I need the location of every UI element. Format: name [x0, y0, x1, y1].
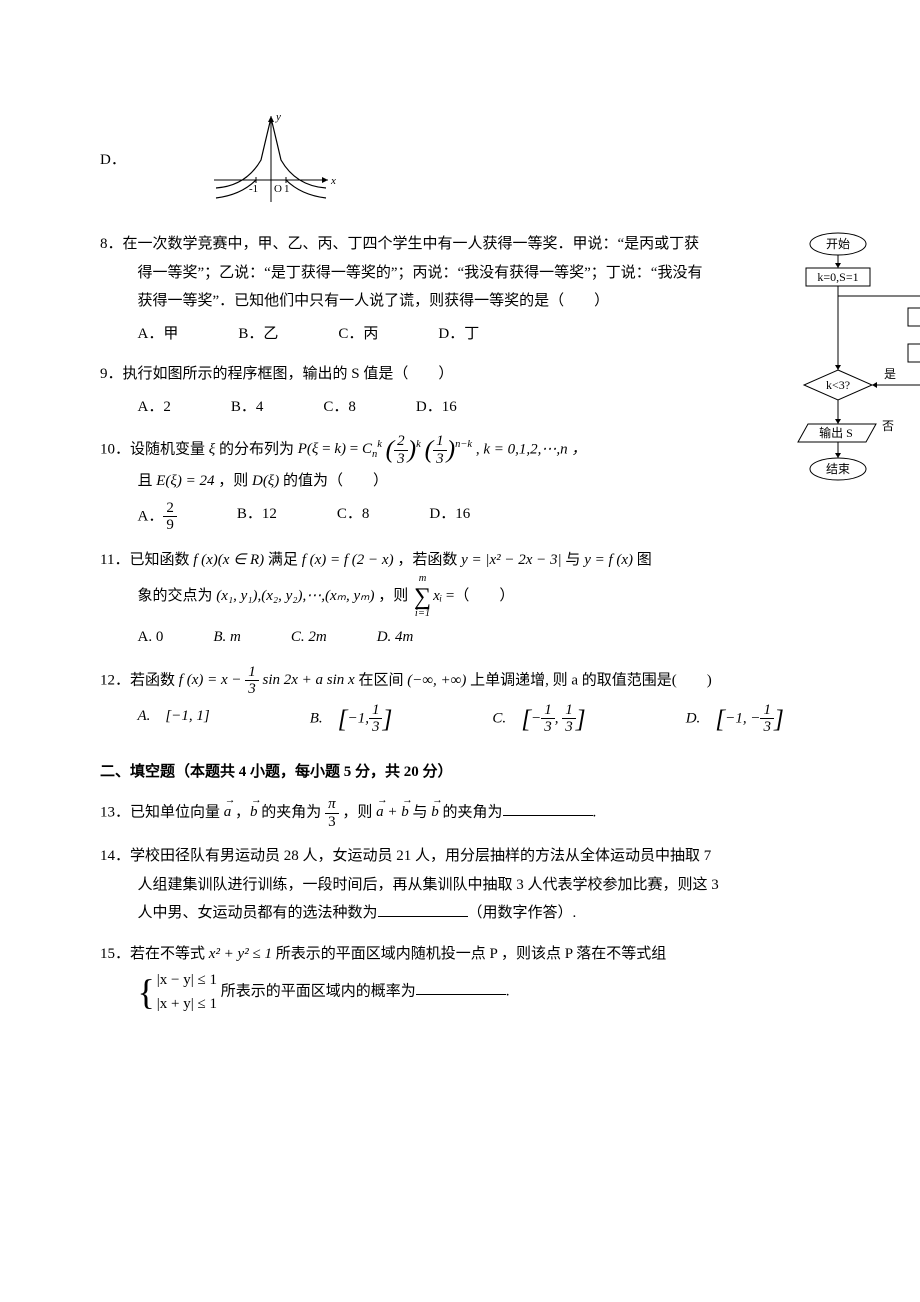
- flowchart-step1-shape: [908, 308, 920, 326]
- q9-number: 9．: [100, 366, 123, 382]
- flowchart-no: 否: [882, 419, 894, 433]
- q8-opt-d: D．丁: [438, 320, 479, 349]
- q9-opt-a: A．2: [138, 393, 171, 422]
- svg-text:x: x: [330, 175, 336, 187]
- q13-frac: π3: [325, 796, 339, 830]
- q12-fx: f (x) = x − 13 sin 2x + a sin x: [179, 672, 355, 688]
- question-8: 8．在一次数学竞赛中，甲、乙、丙、丁四个学生中有一人获得一等奖．甲说：“是丙或丁…: [100, 230, 840, 348]
- q10-opt-b: B．12: [237, 500, 277, 534]
- q12-opt-b: B. [−1,13]: [310, 702, 393, 736]
- q11-opt-c: C. 2m: [291, 623, 327, 652]
- q12-options: A. [−1, 1] B. [−1,13] C. [−13, 13] D. [−…: [100, 702, 840, 736]
- question-11: 11．已知函数 f (x)(x ∈ R) 满足 f (x) = f (2 − x…: [100, 546, 840, 652]
- q9-opt-b: B．4: [231, 393, 264, 422]
- section-2-title: 二、填空题（本题共 4 小题，每小题 5 分，共 20 分）: [100, 758, 840, 787]
- q15-blank: [416, 980, 506, 995]
- question-14: 14．学校田径队有男运动员 28 人，女运动员 21 人，用分层抽样的方法从全体…: [100, 842, 840, 928]
- q15-line2: { |x − y| ≤ 1|x + y| ≤ 1 所表示的平面区域内的概率为.: [100, 968, 840, 1016]
- q11-opt-a: A. 0: [138, 623, 164, 652]
- q10-opt-d: D．16: [429, 500, 470, 534]
- flowchart-yes: 是: [884, 367, 896, 381]
- q11-number: 11．: [100, 552, 129, 568]
- q8-text-l1: 在一次数学竞赛中，甲、乙、丙、丁四个学生中有一人获得一等奖．甲说：“是丙或丁获: [123, 236, 700, 252]
- q10-formula: P(ξ = k) = Cnk (23)k (13)n−k: [298, 441, 476, 457]
- svg-text:y: y: [275, 111, 281, 123]
- q7-option-d-label: D．: [100, 146, 126, 175]
- q10-number: 10．: [100, 441, 130, 457]
- q9-opt-c: C．8: [323, 393, 356, 422]
- q11-opt-d: D. 4m: [377, 623, 414, 652]
- q11-opt-b: B. m: [213, 623, 241, 652]
- question-13: 13．已知单位向量 a ，b 的夹角为 π3 ，则 a + b 与 b 的夹角为…: [100, 796, 840, 830]
- q12-opt-d: D. [−1, −13]: [686, 702, 784, 736]
- q10-comma: ,: [476, 441, 480, 457]
- q11-line2: 象的交点为 (x₁, y₁),(x₂, y₂),⋯,(xₘ, yₘ) ，则 m …: [100, 574, 840, 619]
- question-15: 15．若在不等式 x² + y² ≤ 1 所表示的平面区域内随机投一点 P ，则…: [100, 940, 840, 1017]
- q8-number: 8．: [100, 236, 123, 252]
- q12-opt-a: A. [−1, 1]: [138, 702, 210, 736]
- q13-number: 13．: [100, 804, 130, 820]
- svg-text:O: O: [274, 183, 282, 195]
- q13-blank: [503, 801, 593, 816]
- q8-opt-b: B．乙: [238, 320, 278, 349]
- q7-option-d: D． x y O -1 1: [100, 110, 840, 210]
- question-10: 10．设随机变量 ξ 的分布列为 P(ξ = k) = Cnk (23)k (1…: [100, 433, 840, 534]
- q13-ab: a + b: [376, 804, 409, 820]
- q8-opt-a: A．甲: [138, 320, 179, 349]
- q10-mid: 的分布列为: [215, 441, 298, 457]
- q10-line2: 且 E(ξ) = 24 ，则 D(ξ) 的值为（ ）: [100, 467, 840, 496]
- q10-kvals: k = 0,1,2,⋯,n ，: [483, 441, 586, 457]
- q9-options: A．2 B．4 C．8 D．16: [100, 393, 840, 422]
- q8-opt-c: C．丙: [338, 320, 378, 349]
- q10-opt-c: C．8: [337, 500, 370, 534]
- q7-option-d-graph: x y O -1 1: [206, 110, 336, 210]
- svg-text:1: 1: [284, 183, 290, 195]
- q10-opt-a: A．29: [138, 500, 177, 534]
- q9-opt-d: D．16: [416, 393, 457, 422]
- question-9: 9．执行如图所示的程序框图，输出的 S 值是（ ） A．2 B．4 C．8 D．…: [100, 360, 840, 421]
- q14-number: 14．: [100, 848, 130, 864]
- q11-options: A. 0 B. m C. 2m D. 4m: [100, 623, 840, 652]
- sum-symbol: m ∑ i=1: [414, 574, 431, 619]
- flowchart-step2-shape: [908, 344, 920, 362]
- question-12: 12．若函数 f (x) = x − 13 sin 2x + a sin x 在…: [100, 664, 840, 736]
- q8-options: A．甲 B．乙 C．丙 D．丁: [100, 320, 840, 349]
- q15-system: { |x − y| ≤ 1|x + y| ≤ 1: [138, 968, 217, 1016]
- q10-options: A．29 B．12 C．8 D．16: [100, 500, 840, 534]
- q12-opt-c: C. [−13, 13]: [492, 702, 585, 736]
- q10-pre: 设随机变量: [130, 441, 209, 457]
- q9-text: 执行如图所示的程序框图，输出的 S 值是（ ）: [123, 366, 454, 382]
- q8-text-l3: 获得一等奖”．已知他们中只有一人说了谎，则获得一等奖的是（ ）: [100, 287, 840, 316]
- q15-number: 15．: [100, 946, 130, 962]
- q8-text-l2: 得一等奖”；乙说：“是丁获得一等奖的”；丙说：“我没有获得一等奖”；丁说：“我没…: [100, 259, 840, 288]
- q12-number: 12．: [100, 672, 130, 688]
- q14-blank: [378, 902, 468, 917]
